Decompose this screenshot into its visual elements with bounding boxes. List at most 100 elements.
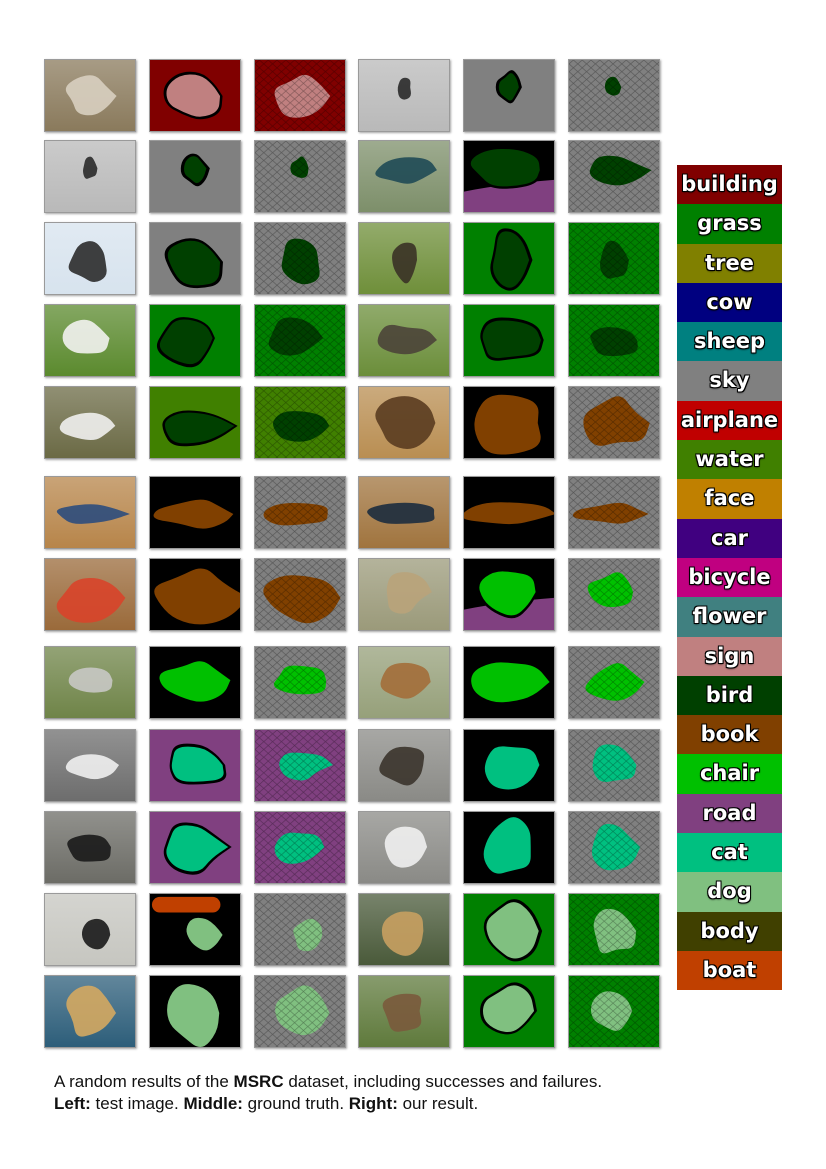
legend-item-book: book: [677, 715, 782, 755]
ground-truth-thumbnail: [463, 476, 555, 549]
legend-item-airplane: airplane: [677, 400, 782, 441]
result-thumbnail: [568, 558, 660, 631]
caption-text: ground truth.: [242, 1094, 349, 1113]
caption-dataset-name: MSRC: [233, 1072, 284, 1091]
legend-item-face: face: [677, 479, 782, 519]
legend-item-car: car: [677, 518, 782, 558]
legend-item-flower: flower: [677, 597, 782, 637]
result-thumbnail: [254, 975, 346, 1048]
ground-truth-thumbnail: [463, 893, 555, 966]
test-image-thumbnail: [44, 646, 136, 719]
ground-truth-thumbnail: [463, 646, 555, 719]
result-thumbnail: [254, 729, 346, 802]
test-image-thumbnail: [44, 476, 136, 549]
result-thumbnail: [254, 59, 346, 132]
legend-item-water: water: [677, 440, 782, 480]
result-thumbnail: [254, 476, 346, 549]
legend-item-bicycle: bicycle: [677, 557, 782, 598]
test-image-thumbnail: [358, 975, 450, 1048]
ground-truth-thumbnail: [463, 59, 555, 132]
caption-text: our result.: [397, 1094, 479, 1113]
test-image-thumbnail: [358, 476, 450, 549]
result-thumbnail: [568, 59, 660, 132]
ground-truth-thumbnail: [149, 646, 241, 719]
result-thumbnail: [568, 222, 660, 295]
caption-right-label: Right:: [348, 1094, 398, 1113]
ground-truth-thumbnail: [463, 304, 555, 377]
figure-caption: A random results of the MSRC dataset, in…: [54, 1071, 774, 1115]
ground-truth-thumbnail: [463, 975, 555, 1048]
test-image-thumbnail: [358, 558, 450, 631]
ground-truth-thumbnail: [149, 893, 241, 966]
ground-truth-thumbnail: [463, 222, 555, 295]
result-thumbnail: [568, 386, 660, 459]
result-thumbnail: [254, 558, 346, 631]
test-image-thumbnail: [44, 304, 136, 377]
test-image-thumbnail: [358, 646, 450, 719]
test-image-thumbnail: [358, 304, 450, 377]
result-thumbnail: [568, 646, 660, 719]
ground-truth-thumbnail: [149, 222, 241, 295]
caption-text: dataset, including successes and failure…: [283, 1072, 603, 1091]
test-image-thumbnail: [44, 222, 136, 295]
ground-truth-thumbnail: [149, 558, 241, 631]
legend-item-body: body: [677, 911, 782, 951]
ground-truth-thumbnail: [463, 558, 555, 631]
test-image-thumbnail: [44, 558, 136, 631]
test-image-thumbnail: [44, 386, 136, 459]
test-image-thumbnail: [44, 893, 136, 966]
test-image-thumbnail: [358, 811, 450, 884]
legend-item-sheep: sheep: [677, 322, 782, 362]
result-thumbnail: [568, 476, 660, 549]
legend-item-dog: dog: [677, 872, 782, 912]
result-thumbnail: [254, 304, 346, 377]
test-image-thumbnail: [44, 729, 136, 802]
ground-truth-thumbnail: [149, 975, 241, 1048]
legend-item-building: building: [677, 165, 782, 205]
result-thumbnail: [254, 140, 346, 213]
legend-item-road: road: [677, 793, 782, 834]
legend-item-grass: grass: [677, 204, 782, 244]
legend-item-tree: tree: [677, 243, 782, 283]
caption-line-2: Left: test image. Middle: ground truth. …: [54, 1093, 774, 1115]
result-thumbnail: [568, 729, 660, 802]
result-thumbnail: [254, 811, 346, 884]
results-grid: [44, 59, 660, 1048]
legend-item-bird: bird: [677, 675, 782, 716]
result-thumbnail: [568, 304, 660, 377]
ground-truth-thumbnail: [149, 811, 241, 884]
ground-truth-thumbnail: [149, 304, 241, 377]
result-thumbnail: [254, 386, 346, 459]
color-legend: building grass tree cow sheep sky airplane wate…: [677, 165, 782, 991]
ground-truth-thumbnail: [149, 140, 241, 213]
test-image-thumbnail: [358, 140, 450, 213]
legend-item-cat: cat: [677, 833, 782, 873]
result-thumbnail: [568, 811, 660, 884]
result-thumbnail: [568, 140, 660, 213]
legend-item-sign: sign: [677, 636, 782, 676]
test-image-thumbnail: [358, 222, 450, 295]
test-image-thumbnail: [44, 59, 136, 132]
test-image-thumbnail: [358, 729, 450, 802]
test-image-thumbnail: [358, 386, 450, 459]
ground-truth-thumbnail: [149, 386, 241, 459]
result-thumbnail: [254, 646, 346, 719]
caption-line-1: A random results of the MSRC dataset, in…: [54, 1071, 774, 1093]
test-image-thumbnail: [44, 975, 136, 1048]
legend-item-chair: chair: [677, 754, 782, 794]
ground-truth-thumbnail: [463, 811, 555, 884]
ground-truth-thumbnail: [463, 140, 555, 213]
test-image-thumbnail: [44, 140, 136, 213]
ground-truth-thumbnail: [149, 729, 241, 802]
ground-truth-thumbnail: [463, 729, 555, 802]
result-thumbnail: [568, 975, 660, 1048]
result-thumbnail: [568, 893, 660, 966]
caption-left-label: Left:: [54, 1094, 91, 1113]
legend-item-cow: cow: [677, 282, 782, 323]
caption-middle-label: Middle:: [183, 1094, 243, 1113]
ground-truth-thumbnail: [149, 476, 241, 549]
ground-truth-thumbnail: [463, 386, 555, 459]
result-thumbnail: [254, 222, 346, 295]
legend-item-sky: sky: [677, 361, 782, 401]
test-image-thumbnail: [358, 893, 450, 966]
